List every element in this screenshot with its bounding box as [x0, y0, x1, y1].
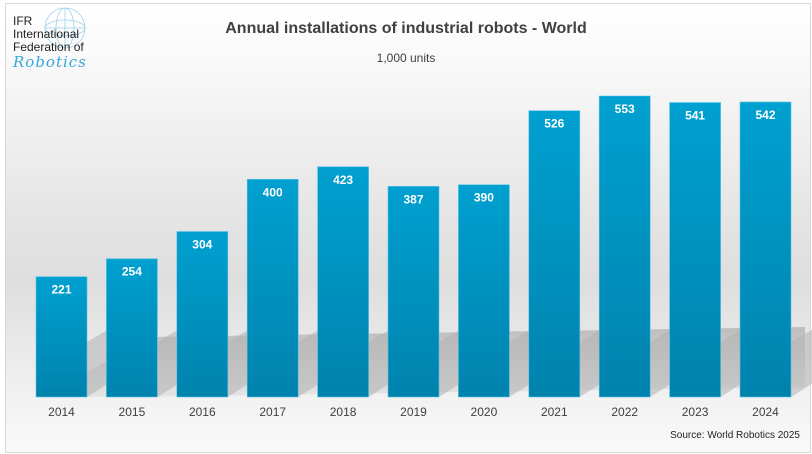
- x-tick-label-2024: 2024: [752, 405, 779, 419]
- value-label-2022: 553: [615, 102, 635, 116]
- bar-2017: [246, 178, 299, 398]
- bar-2024: [739, 101, 792, 398]
- logo-line-international: International: [13, 27, 80, 41]
- bar-shadow: [87, 329, 109, 397]
- chart-subtitle: 1,000 units: [376, 51, 436, 65]
- bar-shadow: [720, 329, 743, 397]
- globe-icon: [44, 7, 86, 49]
- x-tick-label-2018: 2018: [330, 405, 357, 419]
- value-label-2014: 221: [51, 283, 71, 297]
- x-tick-label-2022: 2022: [611, 405, 638, 419]
- x-tick-label-2023: 2023: [682, 405, 709, 419]
- x-tick-label-2014: 2014: [48, 405, 75, 419]
- chart-title: Annual installations of industrial robot…: [225, 20, 587, 37]
- bar-shadow: [509, 329, 532, 397]
- bar-2014: [35, 276, 88, 398]
- x-tick-label-2016: 2016: [189, 405, 216, 419]
- x-tick-label-2017: 2017: [259, 405, 286, 419]
- x-tick-label-2021: 2021: [541, 405, 568, 419]
- x-tick-label-2015: 2015: [119, 405, 146, 419]
- value-label-2023: 541: [685, 109, 705, 123]
- value-label-2018: 423: [333, 173, 353, 187]
- x-tick-label-2020: 2020: [471, 405, 498, 419]
- bar-2021: [528, 110, 581, 398]
- bar-2015: [106, 258, 158, 398]
- value-label-2015: 254: [122, 265, 142, 279]
- bar-shadow: [298, 329, 321, 397]
- value-label-2017: 400: [263, 185, 283, 199]
- bar-shadow: [579, 329, 602, 397]
- value-label-2019: 387: [403, 192, 423, 206]
- bar-2022: [598, 95, 651, 398]
- bar-shadow: [368, 329, 391, 397]
- bar-shadow: [650, 329, 673, 397]
- logo-line-robotics: Robotics: [13, 53, 87, 71]
- source-note: Source: World Robotics 2025: [670, 430, 800, 441]
- logo-line-ifr: IFR: [13, 14, 33, 28]
- logo-line-federation: Federation of: [13, 40, 84, 54]
- bar-2018: [317, 166, 369, 398]
- bar-shadow: [227, 329, 250, 397]
- bar-shadow: [157, 329, 180, 397]
- bar-shadow: [439, 329, 461, 397]
- ifr-logo: IFR International Federation of Robotics: [13, 7, 133, 77]
- value-label-2021: 526: [544, 117, 564, 131]
- value-label-2024: 542: [755, 108, 775, 122]
- bar-2023: [669, 102, 721, 398]
- value-label-2016: 304: [192, 238, 212, 252]
- value-label-2020: 390: [474, 191, 494, 205]
- bar-2016: [176, 231, 229, 398]
- bar-2020: [458, 184, 510, 398]
- x-tick-label-2019: 2019: [400, 405, 427, 419]
- bar-2019: [387, 186, 440, 398]
- bar-shadow: [791, 329, 812, 397]
